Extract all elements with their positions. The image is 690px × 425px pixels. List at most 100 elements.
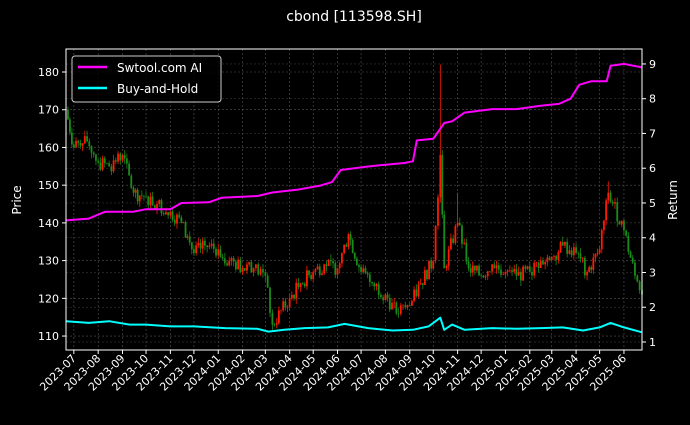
- candle-body: [463, 242, 466, 244]
- candle-body: [259, 269, 262, 275]
- candle-body: [160, 200, 163, 214]
- candle-body: [284, 301, 287, 308]
- candle-body: [217, 249, 220, 256]
- candle-body: [143, 195, 145, 197]
- candle-body: [631, 257, 634, 263]
- candle-body: [72, 144, 75, 148]
- candle-body: [636, 275, 639, 282]
- candle-body: [537, 262, 540, 268]
- candle-body: [145, 196, 147, 197]
- candle-body: [524, 266, 527, 269]
- candle-body: [535, 262, 538, 263]
- candle-body: [508, 270, 511, 271]
- candle-body: [395, 302, 398, 314]
- candle-body: [132, 187, 135, 193]
- candle-body: [282, 301, 285, 311]
- candle-body: [232, 258, 235, 262]
- candle-body: [553, 256, 555, 257]
- candle-body: [611, 201, 614, 204]
- candle-body: [290, 294, 293, 299]
- candle-body: [206, 245, 209, 248]
- candle-body: [402, 305, 404, 306]
- candle-body: [264, 272, 267, 276]
- chart-title: cbond [113598.SH]: [286, 9, 422, 25]
- candle-body: [67, 109, 69, 120]
- candle-body: [419, 283, 422, 285]
- y-right-tick-label: 4: [649, 232, 656, 245]
- candle-body: [101, 158, 104, 170]
- y-tick-label: 130: [38, 255, 59, 268]
- candle-body: [497, 265, 500, 270]
- candle-body: [596, 252, 599, 254]
- candle-body: [566, 241, 569, 254]
- candle-body: [316, 266, 319, 270]
- candle-body: [528, 266, 531, 272]
- candle-body: [92, 152, 95, 155]
- candle-body: [117, 153, 119, 162]
- candle-body: [594, 253, 597, 258]
- candle-body: [125, 158, 128, 164]
- candle-body: [544, 261, 547, 265]
- candle-body: [329, 259, 332, 262]
- candle-body: [423, 270, 426, 285]
- candle-body: [241, 268, 244, 272]
- candle-body: [288, 298, 291, 308]
- candle-body: [616, 202, 619, 222]
- candle-body: [226, 263, 228, 266]
- candle-body: [388, 298, 391, 310]
- candle-body: [70, 132, 73, 145]
- candle-body: [97, 160, 100, 163]
- candle-body: [542, 260, 544, 265]
- candle-body: [69, 119, 71, 133]
- candle-body: [83, 136, 86, 144]
- candle-body: [99, 162, 102, 170]
- candle-body: [568, 250, 571, 254]
- candle-body: [581, 257, 584, 259]
- candle-body: [515, 268, 518, 276]
- candle-body: [280, 310, 282, 311]
- candle-body: [275, 323, 278, 325]
- candle-body: [473, 265, 476, 271]
- candle-body: [138, 195, 141, 202]
- candle-body: [336, 268, 339, 275]
- candle-body: [110, 166, 113, 172]
- candle-body: [212, 243, 215, 249]
- candle-body: [625, 230, 628, 236]
- candle-body: [269, 287, 271, 313]
- candle-body: [136, 189, 139, 202]
- candle-body: [614, 202, 616, 204]
- candle-body: [522, 266, 525, 281]
- candle-body: [190, 242, 193, 250]
- candle-body: [476, 265, 478, 271]
- candle-body: [439, 154, 442, 198]
- candle-body: [467, 261, 470, 269]
- candle-body: [201, 240, 204, 249]
- candle-body: [221, 256, 224, 259]
- candle-body: [130, 175, 133, 188]
- candle-body: [598, 249, 601, 253]
- candle-body: [561, 242, 564, 246]
- candle-body: [600, 230, 603, 250]
- candle-body: [417, 284, 420, 297]
- candle-body: [193, 249, 195, 254]
- candle-body: [555, 256, 558, 260]
- candle-body: [371, 282, 373, 284]
- candle-body: [531, 271, 533, 276]
- candle-body: [108, 163, 111, 167]
- candle-body: [364, 268, 367, 273]
- candle-body: [366, 272, 369, 275]
- candle-body: [243, 268, 246, 271]
- candle-body: [171, 211, 174, 220]
- candle-body: [353, 252, 356, 259]
- y-axis-right-label: Return: [666, 180, 680, 220]
- candle-body: [634, 262, 636, 276]
- candle-body: [327, 259, 330, 267]
- candle-body: [461, 225, 463, 244]
- candle-body: [443, 214, 446, 269]
- candle-body: [609, 192, 612, 202]
- legend-label-buyhold: Buy-and-Hold: [117, 82, 198, 96]
- candle-body: [293, 294, 295, 299]
- candle-body: [79, 142, 82, 146]
- y-axis-label: Price: [10, 185, 24, 214]
